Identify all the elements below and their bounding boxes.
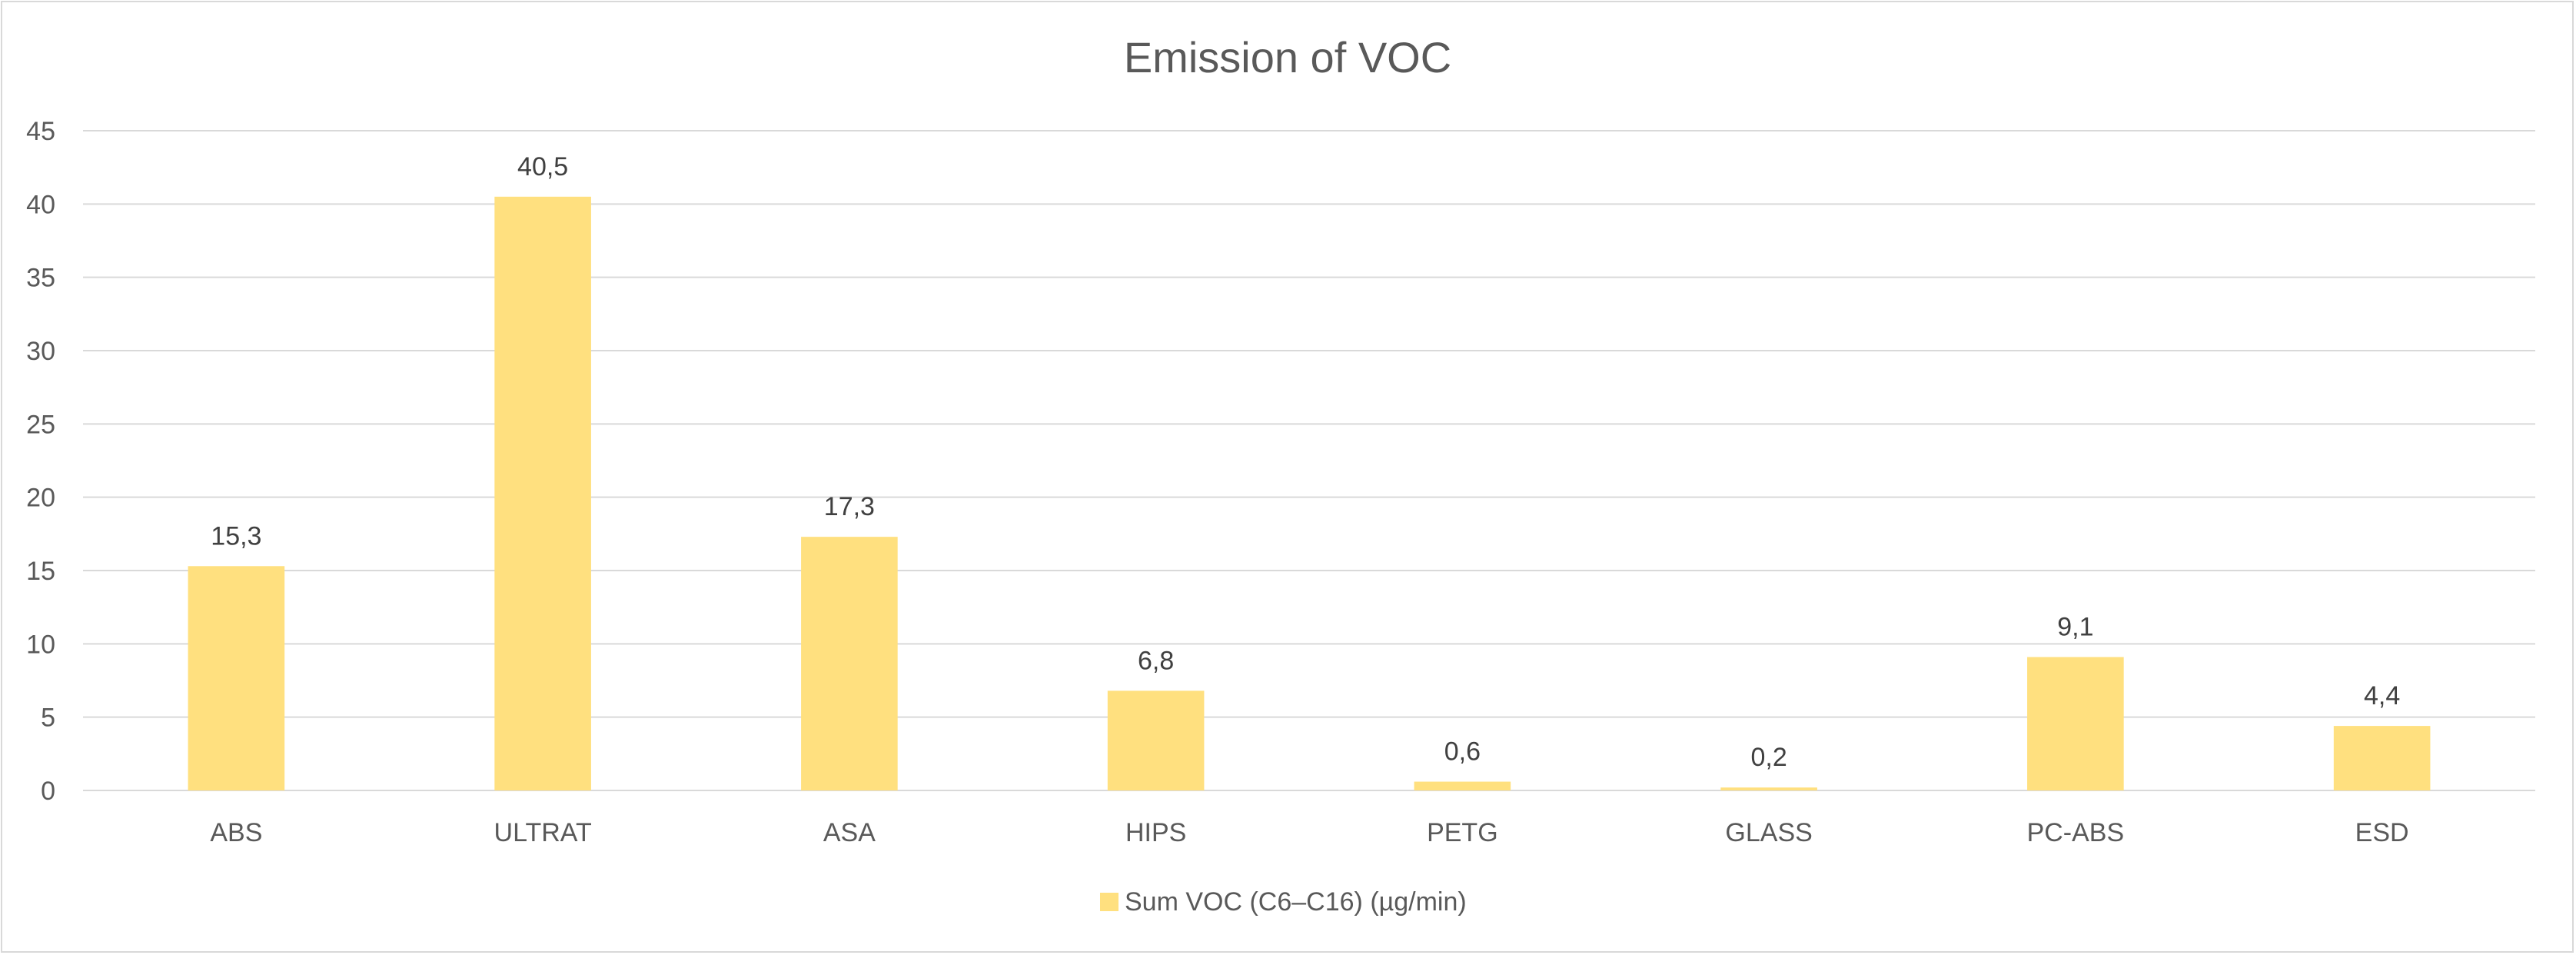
y-tick-label: 20 [26,484,55,513]
y-tick-label: 25 [26,410,55,439]
x-category-label-petg: PETG [1427,818,1498,847]
bar-asa [801,537,898,790]
bar-petg [1414,781,1511,790]
y-tick-label: 45 [26,117,55,146]
data-label-petg: 0,6 [1444,737,1481,767]
x-category-label-pc-abs: PC-ABS [2027,818,2125,847]
gridlines [83,130,2535,791]
data-label-asa: 17,3 [824,492,875,521]
bar-abs [188,566,285,790]
bar-hips [1107,690,1205,790]
bar-ultrat [494,196,591,791]
y-tick-label: 40 [26,190,55,219]
x-category-label-glass: GLASS [1725,818,1812,847]
data-label-abs: 15,3 [211,521,261,551]
y-tick-label: 15 [26,557,55,586]
y-tick-label: 0 [41,777,55,806]
legend-label: Sum VOC (C6–C16) (µg/min) [1125,887,1467,917]
y-tick-label: 10 [26,630,55,659]
chart-title: Emission of VOC [1124,33,1451,82]
x-category-label-asa: ASA [823,818,876,847]
y-tick-label: 30 [26,337,55,366]
data-labels: 15,3 40,5 17,3 6,8 0,6 0,2 9,1 4,4 [211,152,2400,772]
x-category-label-esd: ESD [2355,818,2409,847]
legend: Sum VOC (C6–C16) (µg/min) [1100,887,1467,917]
bar-esd [2333,726,2431,790]
y-tick-label: 5 [41,704,55,733]
legend-swatch [1100,893,1118,911]
x-category-label-ultrat: ULTRAT [494,818,592,847]
data-label-glass: 0,2 [1750,743,1787,772]
y-axis-ticks: 0 5 10 15 20 25 30 35 40 45 [26,117,55,806]
bar-glass [1720,787,1817,790]
data-label-hips: 6,8 [1138,646,1174,675]
x-axis-categories: ABS ULTRAT ASA HIPS PETG GLASS PC-ABS ESD [210,818,2408,847]
data-label-pc-abs: 9,1 [2057,612,2093,641]
bars [188,196,2431,791]
bar-pc-abs [2027,657,2124,790]
data-label-esd: 4,4 [2364,681,2400,710]
data-label-ultrat: 40,5 [517,152,568,181]
x-category-label-hips: HIPS [1125,818,1186,847]
y-tick-label: 35 [26,264,55,293]
x-category-label-abs: ABS [210,818,262,847]
